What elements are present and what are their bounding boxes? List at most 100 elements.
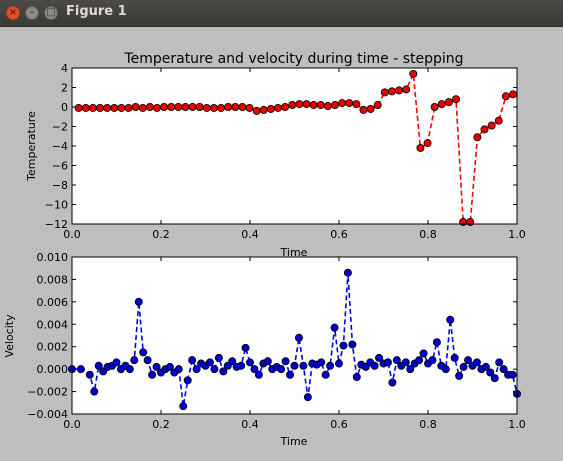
velocity-point (237, 361, 246, 370)
temperature-x-tick-label: 0.8 (419, 228, 437, 241)
temperature-y-tick-label: 4 (61, 62, 68, 75)
temperature-point (373, 101, 382, 110)
temperature-point (224, 103, 233, 112)
velocity-point (392, 356, 401, 365)
temperature-point (217, 103, 226, 112)
temperature-point (508, 90, 517, 99)
velocity-series (68, 268, 522, 411)
velocity-point (165, 362, 174, 371)
temperature-point (110, 103, 119, 112)
velocity-plot-area (72, 257, 517, 414)
temperature-point (338, 99, 347, 108)
temperature-point (252, 106, 261, 115)
velocity-x-axis: 0.0 0.2 0.4 0.6 0.8 1.0 (63, 257, 526, 431)
velocity-point (299, 361, 308, 370)
velocity-point (499, 365, 508, 374)
velocity-point (192, 365, 201, 374)
temperature-point (209, 103, 218, 112)
velocity-point (334, 359, 343, 368)
temperature-point (202, 103, 211, 112)
temperature-point (444, 98, 453, 107)
temperature-point (131, 103, 140, 112)
velocity-y-tick-label: 0.006 (37, 296, 69, 309)
velocity-point (490, 374, 499, 383)
temperature-y-tick-label: −4 (52, 140, 68, 153)
velocity-y-tick-label: −0.002 (27, 386, 68, 399)
temperature-y-tick-label: −12 (45, 218, 68, 231)
minimize-button[interactable]: – (25, 6, 39, 20)
temperature-point (501, 92, 510, 101)
temperature-point (494, 116, 503, 125)
temperature-y-tick-label: 2 (61, 82, 68, 95)
velocity-point (286, 370, 295, 379)
velocity-point (370, 361, 379, 370)
temperature-point (295, 100, 304, 109)
temperature-point (402, 85, 411, 94)
temperature-point (81, 103, 90, 112)
velocity-point (205, 358, 214, 367)
temperature-point (345, 99, 354, 108)
velocity-point (464, 356, 473, 365)
temperature-plot-area (72, 68, 517, 224)
temperature-x-axis: 0.0 0.2 0.4 0.6 0.8 1.0 (63, 68, 526, 241)
velocity-point (277, 365, 286, 374)
temperature-point (195, 103, 204, 112)
velocity-point (85, 370, 94, 379)
maximize-icon: □ (46, 7, 56, 18)
velocity-point (495, 358, 504, 367)
velocity-point (90, 387, 99, 396)
temperature-point (430, 103, 439, 112)
velocity-point (134, 297, 143, 306)
window-titlebar[interactable]: × – □ Figure 1 (0, 0, 563, 27)
maximize-button[interactable]: □ (44, 6, 58, 20)
velocity-point (472, 358, 481, 367)
temperature-point (117, 103, 126, 112)
velocity-chart: 0.0 0.2 0.4 0.6 0.8 1.0 0.0100.0080.0060.0040… (3, 251, 526, 448)
temperature-point (452, 95, 461, 104)
velocity-point (428, 356, 437, 365)
temperature-point (380, 88, 389, 97)
velocity-x-tick-label: 0.4 (241, 418, 259, 431)
temperature-y-tick-label: −8 (52, 179, 68, 192)
temperature-point (330, 101, 339, 110)
velocity-point (455, 371, 464, 380)
velocity-point (343, 268, 352, 277)
temperature-x-tick-label: 0.0 (63, 228, 81, 241)
temperature-point (174, 103, 183, 112)
velocity-y-tick-label: 0.004 (37, 318, 69, 331)
velocity-point (241, 343, 250, 352)
temperature-point (359, 105, 368, 114)
temperature-point (103, 103, 112, 112)
temperature-x-tick-label: 0.6 (330, 228, 348, 241)
temperature-point (366, 104, 375, 113)
velocity-point (450, 353, 459, 362)
chart-title: Temperature and velocity during time - s… (123, 51, 463, 67)
temperature-x-tick-label: 0.4 (241, 228, 259, 241)
velocity-point (388, 378, 397, 387)
temperature-point (487, 121, 496, 130)
temperature-y-tick-label: −2 (52, 121, 68, 134)
velocity-point (446, 315, 455, 324)
velocity-point (321, 370, 330, 379)
temperature-point (316, 101, 325, 110)
velocity-point (125, 365, 134, 374)
velocity-point (303, 393, 312, 402)
temperature-plot-frame (71, 67, 518, 225)
temperature-point (138, 103, 147, 112)
velocity-point (281, 357, 290, 366)
temperature-x-label: Time (280, 246, 308, 259)
temperature-point (160, 103, 169, 112)
velocity-point (210, 365, 219, 374)
velocity-point (250, 365, 259, 374)
velocity-point (486, 368, 495, 377)
velocity-point (228, 357, 237, 366)
temperature-point (459, 218, 468, 227)
minimize-icon: – (29, 7, 35, 18)
velocity-point (330, 323, 339, 332)
velocity-point (406, 365, 415, 374)
velocity-point (352, 372, 361, 381)
close-button[interactable]: × (6, 6, 20, 20)
temperature-point (145, 103, 154, 112)
velocity-point (401, 358, 410, 367)
